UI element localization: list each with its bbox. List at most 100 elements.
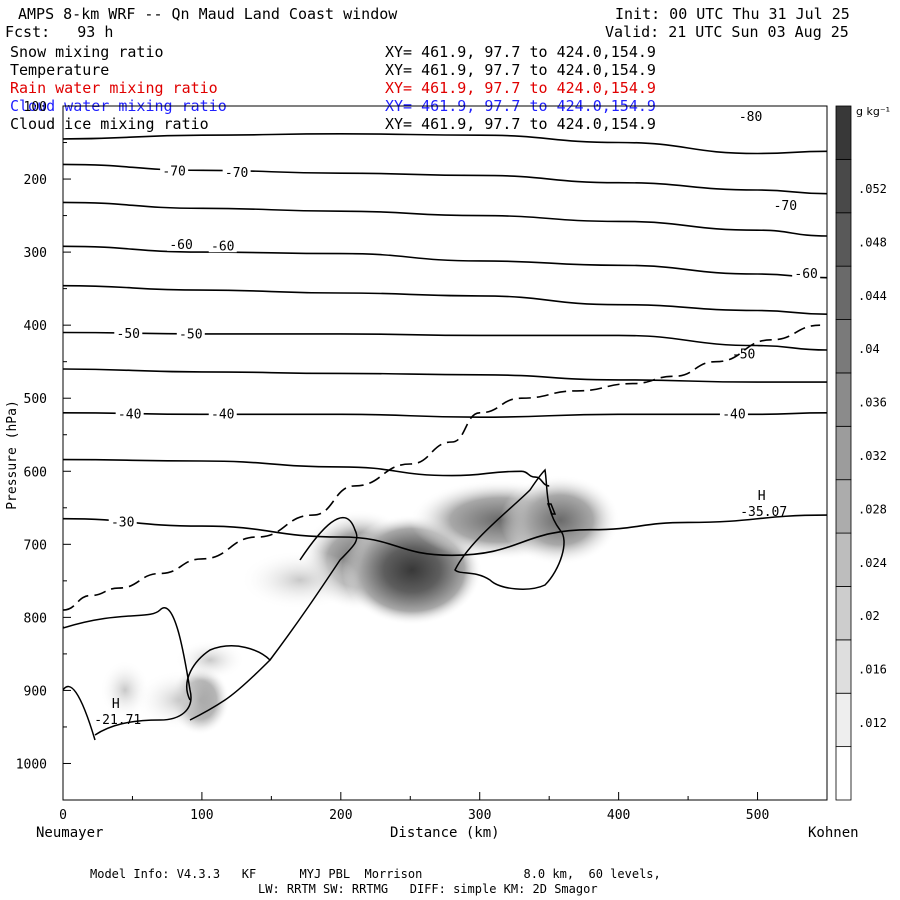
temperature-contour xyxy=(62,201,828,237)
temperature-label-bg xyxy=(736,108,765,123)
temperature-label-bg xyxy=(719,406,748,421)
temperature-label-bg xyxy=(792,266,821,281)
temperature-label: -60 xyxy=(794,267,817,282)
temperature-label: -70 xyxy=(774,199,797,214)
colorbar-swatch xyxy=(835,105,852,160)
colorbar-swatch xyxy=(835,639,852,694)
colorbar-swatch xyxy=(835,158,852,214)
temperature-label: -40 xyxy=(722,407,745,422)
temperature-label: -50 xyxy=(179,328,202,343)
field-name: Snow mixing ratio xyxy=(10,43,164,61)
colorbar-tick-label: .024 xyxy=(858,556,887,570)
snow-shading xyxy=(100,475,620,735)
y-tick-label: 400 xyxy=(24,319,47,334)
y-tick-label: 700 xyxy=(24,538,47,553)
colorbar-swatch xyxy=(835,692,852,748)
colorbar-tick-label: .028 xyxy=(858,502,887,516)
extremum-value: -35.07 xyxy=(740,505,787,520)
chart-title: AMPS 8-km WRF -- Qn Maud Land Coast wind… xyxy=(18,5,398,23)
cloud-contours xyxy=(63,468,565,741)
temperature-label-bg xyxy=(729,346,758,361)
colorbar-swatch xyxy=(835,479,852,534)
model-physics: LW: RRTM SW: RRTMG DIFF: simple KM: 2D S… xyxy=(258,882,598,896)
temperature-contour xyxy=(62,132,828,155)
temperature-contour xyxy=(62,284,828,315)
colorbar: .012 .016 .02 .024 .028 .032 .036 .04 .044 .048 .0… xyxy=(835,105,890,801)
y-tick-label: 500 xyxy=(24,392,47,407)
dashed-contour xyxy=(62,324,821,611)
x-tick-label: 400 xyxy=(607,808,630,823)
temperature-label: -40 xyxy=(118,407,141,422)
x-tick-label: 300 xyxy=(468,808,491,823)
temperature-label-bg xyxy=(771,198,800,213)
field-xy: XY= 461.9, 97.7 to 424.0,154.9 xyxy=(385,79,656,97)
temperature-label-bg xyxy=(222,165,251,180)
colorbar-tick-label: .048 xyxy=(858,235,887,249)
field-name: Rain water mixing ratio xyxy=(10,79,218,97)
x-tick-label: 500 xyxy=(746,808,769,823)
temperature-label: -30 xyxy=(111,515,134,530)
colorbar-tick-label: .016 xyxy=(858,663,887,677)
x-tick-label: 100 xyxy=(190,808,213,823)
temperature-label-bg xyxy=(108,514,137,529)
temperature-label: -50 xyxy=(117,327,140,342)
y-tick-label: 600 xyxy=(24,465,47,480)
axes: 100 200 300 400 500 600 700 800 900 1000 0 100 200 30… xyxy=(16,100,828,823)
temperature-label-bg xyxy=(160,163,189,178)
colorbar-swatch xyxy=(835,532,852,587)
colorbar-tick-label: .052 xyxy=(858,182,887,196)
temperature-label-bg xyxy=(167,236,196,251)
x-tick-label: 0 xyxy=(59,808,67,823)
temperature-contour xyxy=(62,163,828,195)
field-name: Cloud ice mixing ratio xyxy=(10,115,209,133)
init-time: Init: 00 UTC Thu 31 Jul 25 xyxy=(615,5,850,23)
field-xy: XY= 461.9, 97.7 to 424.0,154.9 xyxy=(385,115,656,133)
right-endpoint-label: Kohnen xyxy=(808,825,859,841)
extremum-marker: H xyxy=(112,697,120,712)
y-tick-label: 900 xyxy=(24,684,47,699)
y-tick-label: 200 xyxy=(24,173,47,188)
left-endpoint-label: Neumayer xyxy=(36,825,104,841)
temperature-contour xyxy=(62,412,828,419)
field-name: Temperature xyxy=(10,61,110,79)
x-tick-label: 200 xyxy=(329,808,352,823)
colorbar-tick-label: .036 xyxy=(858,396,887,410)
temperature-contour xyxy=(62,514,828,557)
temperature-label: -70 xyxy=(225,166,248,181)
temperature-contour xyxy=(62,458,550,487)
temperature-label: -60 xyxy=(211,239,234,254)
colorbar-swatch xyxy=(835,746,852,801)
extremum-marker: H xyxy=(758,489,766,504)
temperature-label: -50 xyxy=(732,347,755,362)
extrema-labels: H-21.71H-35.07 xyxy=(94,489,787,728)
freezing-line xyxy=(62,324,821,611)
colorbar-units: g kg⁻¹ xyxy=(856,105,890,118)
temperature-label: -70 xyxy=(162,165,185,180)
temperature-contour xyxy=(62,245,828,279)
colorbar-swatch xyxy=(835,425,852,481)
x-axis-label: Distance (km) xyxy=(390,825,500,841)
y-tick-label: 1000 xyxy=(16,757,47,772)
colorbar-tick-label: .04 xyxy=(858,342,880,356)
plot-frame xyxy=(62,105,828,801)
temperature-label-bg xyxy=(114,325,143,340)
model-info: Model Info: V4.3.3 KF MYJ PBL Morrison 8… xyxy=(90,867,661,881)
temperature-contour xyxy=(62,368,827,383)
temperature-label: -80 xyxy=(739,110,762,125)
colorbar-tick-label: .044 xyxy=(858,289,887,303)
temperature-labels: -80 -70 -70 -70 -60 -60 -60 -50 -50 -50 -40 -40 -40 -… xyxy=(108,108,821,530)
temperature-label-bg xyxy=(208,406,237,421)
colorbar-tick-label: .032 xyxy=(858,449,887,463)
colorbar-swatch xyxy=(835,319,852,374)
temperature-label-bg xyxy=(115,406,144,421)
temperature-label: -40 xyxy=(211,407,234,422)
temperature-label-bg xyxy=(176,326,205,341)
colorbar-swatch xyxy=(835,372,852,427)
y-tick-label: 100 xyxy=(24,100,47,115)
colorbar-swatch xyxy=(835,265,852,320)
y-tick-label: 300 xyxy=(24,246,47,261)
field-xy: XY= 461.9, 97.7 to 424.0,154.9 xyxy=(385,43,656,61)
temperature-label: -60 xyxy=(169,238,192,253)
colorbar-swatch xyxy=(835,212,852,267)
